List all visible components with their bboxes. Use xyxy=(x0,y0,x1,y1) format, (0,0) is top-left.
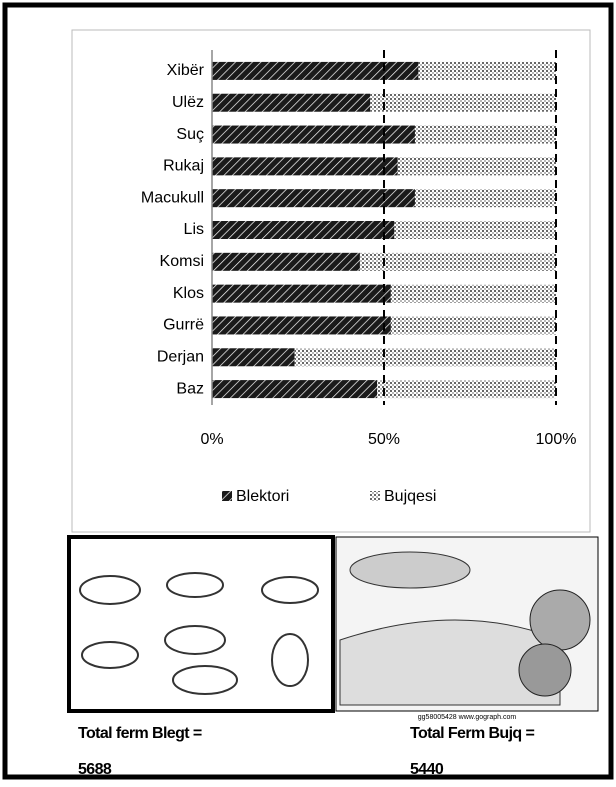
bar-segment xyxy=(359,252,556,271)
left-image xyxy=(67,535,335,713)
y-tick-label: Suç xyxy=(176,126,204,143)
bar-segment xyxy=(414,125,556,144)
bar-segment xyxy=(370,93,556,112)
bar-segment xyxy=(390,284,556,303)
bar-segment xyxy=(212,284,391,303)
legend-label: Bujqesi xyxy=(384,488,436,505)
y-tick-label: Ulëz xyxy=(172,94,204,111)
bar-segment xyxy=(212,157,398,176)
bar-segment xyxy=(294,348,556,367)
bar-segment xyxy=(212,61,419,80)
bar-segment xyxy=(212,348,295,367)
y-tick-label: Komsi xyxy=(160,253,204,270)
bar-segment xyxy=(414,189,556,208)
y-tick-label: Derjan xyxy=(157,348,204,365)
y-tick-label: Macukull xyxy=(141,189,204,206)
y-tick-label: Rukaj xyxy=(163,158,204,175)
bar-segment xyxy=(394,221,556,239)
bar-segment xyxy=(397,157,556,176)
bar-segment xyxy=(390,316,556,335)
bar-segment xyxy=(212,189,415,208)
y-tick-label: Lis xyxy=(184,221,204,238)
x-tick-label: 0% xyxy=(200,431,223,448)
legend-swatch xyxy=(370,491,380,501)
caption-value: 5440 xyxy=(410,761,444,778)
x-tick-label: 50% xyxy=(368,431,400,448)
caption-value: 5688 xyxy=(78,761,112,778)
bar-segment xyxy=(377,380,556,399)
caption-label: Total Ferm Bujq = xyxy=(410,725,534,742)
right-image xyxy=(335,536,599,712)
legend-swatch xyxy=(222,491,232,501)
watermark: gg58005428 www.gograph.com xyxy=(418,714,517,721)
y-tick-label: Klos xyxy=(173,285,204,302)
bar-segment xyxy=(418,61,556,80)
legend-label: Blektori xyxy=(236,488,289,505)
bar-segment xyxy=(212,380,378,399)
y-tick-label: Xibër xyxy=(167,62,205,79)
chart-area xyxy=(71,29,591,533)
y-tick-label: Gurrë xyxy=(163,317,204,334)
caption-label: Total ferm Blegt = xyxy=(78,725,202,742)
x-tick-label: 100% xyxy=(536,431,577,448)
bar-segment xyxy=(212,221,395,239)
bar-segment xyxy=(212,125,415,144)
bar-segment xyxy=(212,93,371,112)
bar-segment xyxy=(212,252,360,271)
bar-segment xyxy=(212,316,391,335)
y-tick-label: Baz xyxy=(176,380,204,397)
